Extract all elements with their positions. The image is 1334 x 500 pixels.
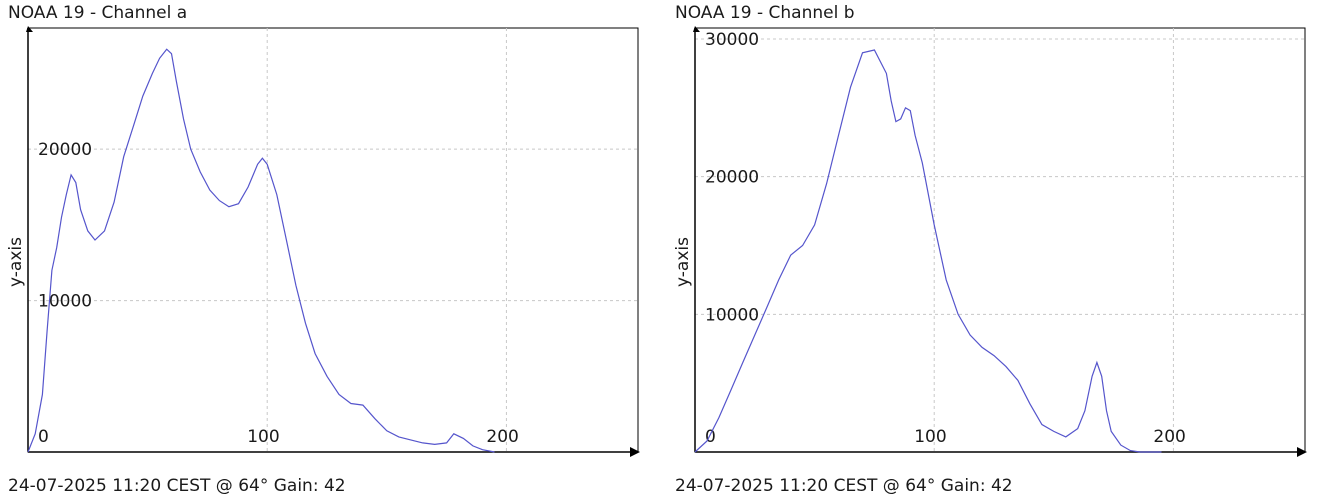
- y-tick-label: 10000: [705, 305, 759, 325]
- data-series-line: [27, 48, 495, 453]
- plot-frame: [694, 27, 1306, 453]
- x-axis-arrow: [1297, 447, 1307, 457]
- x-axis-arrow: [630, 447, 640, 457]
- chart-plot-channel-b: 0 100 200 10000 20000 30000 y-axis: [673, 26, 1307, 457]
- y-axis-label: y-axis: [673, 237, 693, 287]
- x-tick-label: 0: [705, 427, 716, 447]
- y-axis-arrow: [693, 26, 700, 32]
- x-tick-label: 200: [1153, 427, 1185, 447]
- x-tick-label: 100: [914, 427, 946, 447]
- y-tick-label: 30000: [705, 30, 759, 50]
- x-tick-label: 200: [486, 427, 518, 447]
- y-axis-arrow: [26, 26, 33, 32]
- y-tick-label: 10000: [38, 292, 92, 312]
- chart-panel-channel-a: NOAA 19 - Channel a 0 100 200 10000 20000 y-a…: [0, 0, 660, 500]
- y-tick-label: 20000: [38, 140, 92, 160]
- x-tick-label: 0: [38, 427, 49, 447]
- chart-panel-channel-b: NOAA 19 - Channel b 0 100 200 10000 20000 300…: [667, 0, 1327, 500]
- x-tick-label: 100: [247, 427, 279, 447]
- data-series-line: [694, 49, 1162, 453]
- chart-plot-channel-a: 0 100 200 10000 20000 y-axis: [6, 26, 640, 457]
- chart-title: NOAA 19 - Channel a: [8, 3, 188, 23]
- plot-frame: [27, 27, 639, 453]
- y-axis-label: y-axis: [6, 237, 26, 287]
- y-tick-label: 20000: [705, 168, 759, 188]
- chart-footer: 24-07-2025 11:20 CEST @ 64° Gain: 42: [8, 476, 346, 496]
- chart-title: NOAA 19 - Channel b: [675, 3, 855, 23]
- chart-footer: 24-07-2025 11:20 CEST @ 64° Gain: 42: [675, 476, 1013, 496]
